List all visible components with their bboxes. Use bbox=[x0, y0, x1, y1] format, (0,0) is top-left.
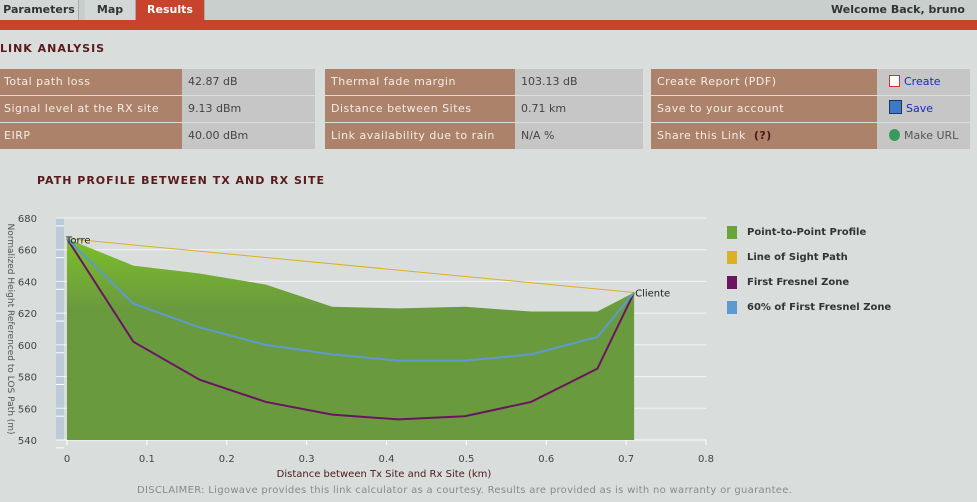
label: EIRP bbox=[0, 123, 182, 149]
legend-item: Point-to-Point Profile bbox=[727, 220, 891, 245]
value: 103.13 dB bbox=[515, 69, 643, 95]
tab-results[interactable]: Results bbox=[136, 0, 205, 20]
legend-label: 60% of First Fresnel Zone bbox=[747, 302, 892, 313]
series-line-first-fresnel-zone bbox=[66, 238, 636, 421]
y-tick-label: 660 bbox=[18, 246, 37, 257]
value: 42.87 dB bbox=[182, 69, 315, 95]
save-icon bbox=[889, 100, 902, 114]
make-url-button[interactable]: Make URL bbox=[877, 123, 970, 149]
label: Link availability due to rain bbox=[325, 123, 515, 149]
y-tick-label: 580 bbox=[18, 373, 37, 384]
make-url-label: Make URL bbox=[904, 129, 959, 142]
label: Save to your account bbox=[651, 96, 877, 122]
y-axis-band bbox=[56, 218, 64, 440]
tab-map[interactable]: Map bbox=[85, 0, 136, 20]
x-tick-label: 0 bbox=[64, 454, 70, 465]
help-link[interactable]: (?) bbox=[753, 129, 772, 142]
label: Total path loss bbox=[0, 69, 182, 95]
label: Thermal fade margin bbox=[325, 69, 515, 95]
label: Create Report (PDF) bbox=[651, 69, 877, 95]
save-label: Save bbox=[906, 102, 934, 115]
legend-label: Point-to-Point Profile bbox=[747, 227, 867, 238]
legend-label: First Fresnel Zone bbox=[747, 277, 850, 288]
label: Share this Link (?) bbox=[651, 123, 877, 149]
create-label: Create bbox=[904, 75, 941, 88]
legend-item: First Fresnel Zone bbox=[727, 270, 891, 295]
y-axis-label: Normalized Height Referenced to LOS Path… bbox=[5, 223, 15, 434]
header-bar bbox=[0, 20, 977, 30]
x-tick-label: 0.8 bbox=[698, 454, 714, 465]
save-button[interactable]: Save bbox=[877, 96, 970, 122]
x-tick-label: 0.5 bbox=[458, 454, 474, 465]
actions-panel: Create Report (PDF) Create Save to your a… bbox=[651, 69, 970, 150]
share-label: Share this Link bbox=[657, 129, 746, 142]
x-tick-label: 0.4 bbox=[379, 454, 395, 465]
tab-parameters[interactable]: Parameters bbox=[0, 0, 79, 20]
y-tick-label: 540 bbox=[18, 436, 37, 447]
results-panel-1: Total path loss 42.87 dB Signal level at … bbox=[0, 69, 315, 150]
x-tick-label: 0.6 bbox=[538, 454, 554, 465]
legend-label: Line of Sight Path bbox=[747, 252, 848, 263]
x-tick-label: 0.7 bbox=[618, 454, 634, 465]
legend-swatch bbox=[727, 251, 737, 264]
site-label-rx: Cliente bbox=[635, 289, 670, 300]
y-tick-label: 560 bbox=[18, 404, 37, 415]
globe-icon bbox=[889, 129, 900, 141]
site-label-tx: Torre bbox=[65, 236, 91, 247]
y-tick-label: 640 bbox=[18, 277, 37, 288]
label: Signal level at the RX site bbox=[0, 96, 182, 122]
pdf-icon bbox=[889, 75, 900, 87]
legend-swatch bbox=[727, 301, 737, 314]
value: 40.00 dBm bbox=[182, 123, 315, 149]
legend-item: 60% of First Fresnel Zone bbox=[727, 295, 891, 320]
value: 9.13 dBm bbox=[182, 96, 315, 122]
legend-swatch bbox=[727, 226, 737, 239]
label: Distance between Sites bbox=[325, 96, 515, 122]
disclaimer: DISCLAIMER: Ligowave provides this link … bbox=[137, 485, 793, 496]
x-tick-label: 0.3 bbox=[299, 454, 315, 465]
path-profile-chart: Torre Cliente 540 560 580 600 620 640 660 680 0 0.1… bbox=[5, 214, 714, 480]
welcome-text: Welcome Back, bruno bbox=[831, 3, 965, 16]
terrain-profile-area bbox=[67, 238, 635, 440]
series-line-60-of-first-fresnel-zone bbox=[66, 237, 635, 362]
x-axis-label: Distance between Tx Site and Rx Site (km… bbox=[277, 469, 492, 480]
x-tick-label: 0.2 bbox=[219, 454, 235, 465]
series-line-line-of-sight-path bbox=[66, 238, 635, 294]
chart-title: PATH PROFILE BETWEEN TX AND RX SITE bbox=[37, 174, 325, 187]
tab-bar: Parameters Map Results Welcome Back, bru… bbox=[0, 0, 977, 20]
results-panel-2: Thermal fade margin 103.13 dB Distance be… bbox=[325, 69, 643, 150]
create-report-button[interactable]: Create bbox=[877, 69, 970, 95]
value: 0.71 km bbox=[515, 96, 643, 122]
legend-swatch bbox=[727, 276, 737, 289]
y-tick-label: 680 bbox=[18, 214, 37, 225]
y-tick-label: 600 bbox=[18, 341, 37, 352]
value: N/A % bbox=[515, 123, 643, 149]
legend-item: Line of Sight Path bbox=[727, 245, 891, 270]
chart-legend: Point-to-Point Profile Line of Sight Pat… bbox=[727, 220, 891, 320]
x-tick-label: 0.1 bbox=[139, 454, 155, 465]
section-title: LINK ANALYSIS bbox=[0, 42, 106, 55]
y-tick-label: 620 bbox=[18, 309, 37, 320]
